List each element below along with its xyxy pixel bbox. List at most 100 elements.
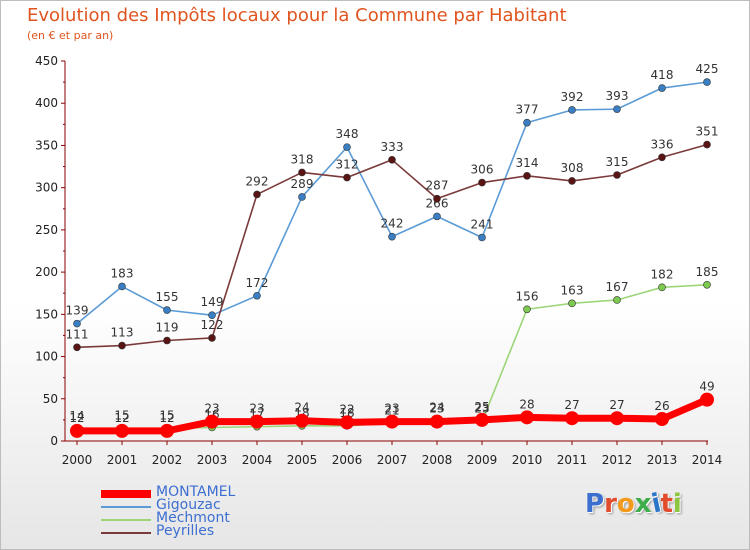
data-label-montamel: 23 — [429, 402, 444, 416]
data-point-montamel — [115, 423, 129, 438]
data-label-peyrilles: 122 — [201, 318, 224, 332]
data-point-montamel — [475, 412, 489, 427]
data-label-mechmont: 167 — [606, 280, 629, 294]
legend-label: MONTAMEL — [156, 484, 236, 500]
y-tick-label: 150 — [35, 307, 58, 321]
data-label-montamel: 23 — [249, 402, 264, 416]
x-tick-label: 2008 — [422, 453, 453, 467]
data-label-gigouzac: 266 — [426, 196, 449, 210]
data-point-mechmont — [613, 296, 621, 304]
data-label-gigouzac: 241 — [471, 217, 494, 231]
data-point-gigouzac — [253, 291, 261, 300]
data-label-peyrilles: 111 — [66, 327, 89, 341]
legend-swatch — [101, 519, 151, 521]
x-tick-label: 2003 — [197, 453, 228, 467]
x-tick-label: 2014 — [692, 453, 723, 467]
data-point-gigouzac — [658, 84, 666, 92]
data-point-gigouzac — [613, 105, 621, 113]
data-point-peyrilles — [298, 168, 306, 177]
data-label-gigouzac: 425 — [696, 62, 719, 76]
data-label-peyrilles: 314 — [516, 156, 539, 170]
data-label-montamel: 23 — [384, 402, 399, 416]
data-point-gigouzac — [73, 319, 81, 328]
data-point-montamel — [565, 411, 579, 426]
data-point-peyrilles — [388, 156, 396, 164]
data-point-gigouzac — [118, 282, 126, 291]
data-label-montamel: 12 — [159, 411, 174, 425]
data-label-peyrilles: 113 — [111, 326, 134, 340]
data-point-gigouzac — [388, 232, 396, 241]
x-tick-label: 2007 — [377, 453, 408, 467]
data-label-gigouzac: 155 — [156, 290, 179, 304]
data-label-gigouzac: 149 — [201, 295, 224, 309]
x-tick-label: 2009 — [467, 453, 498, 467]
data-point-peyrilles — [343, 173, 351, 182]
data-point-gigouzac — [523, 118, 531, 127]
data-point-mechmont — [568, 299, 576, 308]
data-label-gigouzac: 392 — [561, 90, 584, 104]
data-label-mechmont: 185 — [696, 265, 719, 279]
data-label-gigouzac: 172 — [246, 276, 269, 290]
data-label-peyrilles: 318 — [291, 152, 314, 166]
data-point-montamel — [70, 423, 84, 438]
data-label-gigouzac: 289 — [291, 177, 314, 191]
data-label-gigouzac: 418 — [651, 68, 674, 82]
data-point-montamel — [385, 414, 399, 429]
data-point-peyrilles — [208, 334, 216, 342]
data-label-mechmont: 24 — [429, 401, 444, 415]
data-label-gigouzac: 348 — [336, 127, 359, 141]
legend-label: Gigouzac — [156, 497, 221, 513]
chart-subtitle: (en € et par an) — [27, 29, 114, 42]
data-label-montamel: 12 — [114, 411, 129, 425]
data-point-peyrilles — [478, 178, 486, 187]
data-point-peyrilles — [658, 153, 666, 162]
data-label-peyrilles: 336 — [651, 137, 674, 151]
data-label-peyrilles: 308 — [561, 161, 584, 175]
proxiti-logo: Proxiti — [585, 488, 682, 520]
x-tick-label: 2000 — [62, 453, 93, 467]
data-label-montamel: 24 — [294, 401, 309, 415]
data-label-peyrilles: 306 — [471, 163, 494, 177]
legend-swatch — [101, 490, 151, 498]
data-point-montamel — [340, 415, 354, 430]
y-tick-label: 100 — [35, 350, 58, 364]
x-tick-label: 2002 — [152, 453, 183, 467]
data-point-peyrilles — [703, 140, 711, 149]
data-point-gigouzac — [163, 306, 171, 314]
data-label-montamel: 12 — [69, 411, 84, 425]
y-tick-label: 50 — [43, 392, 58, 406]
data-point-peyrilles — [568, 177, 576, 185]
data-label-gigouzac: 183 — [111, 266, 134, 280]
data-point-peyrilles — [73, 343, 81, 352]
x-tick-label: 2010 — [512, 453, 543, 467]
data-label-peyrilles: 312 — [336, 158, 359, 172]
data-point-montamel — [430, 414, 444, 429]
data-label-montamel: 25 — [474, 400, 489, 414]
data-label-mechmont: 23 — [474, 402, 489, 416]
x-tick-label: 2006 — [332, 453, 363, 467]
legend-swatch — [101, 532, 151, 534]
x-tick-label: 2001 — [107, 453, 138, 467]
data-point-peyrilles — [253, 190, 261, 199]
y-tick-label: 400 — [35, 96, 58, 110]
data-label-mechmont: 15 — [114, 408, 129, 422]
data-point-montamel — [295, 413, 309, 428]
data-label-montamel: 23 — [204, 402, 219, 416]
y-tick-label: 450 — [35, 54, 58, 68]
data-point-mechmont — [658, 283, 666, 292]
x-tick-label: 2013 — [647, 453, 678, 467]
data-label-montamel: 27 — [609, 398, 624, 412]
y-tick-label: 300 — [35, 181, 58, 195]
data-point-montamel — [205, 414, 219, 429]
data-point-peyrilles — [613, 171, 621, 179]
data-label-montamel: 27 — [564, 398, 579, 412]
data-label-peyrilles: 292 — [246, 174, 269, 188]
data-point-montamel — [610, 411, 624, 426]
data-label-mechmont: 156 — [516, 289, 539, 303]
data-label-peyrilles: 315 — [606, 155, 629, 169]
data-label-mechmont: 163 — [561, 283, 584, 297]
x-tick-label: 2011 — [557, 453, 588, 467]
data-point-mechmont — [703, 280, 711, 289]
data-point-gigouzac — [478, 233, 486, 242]
